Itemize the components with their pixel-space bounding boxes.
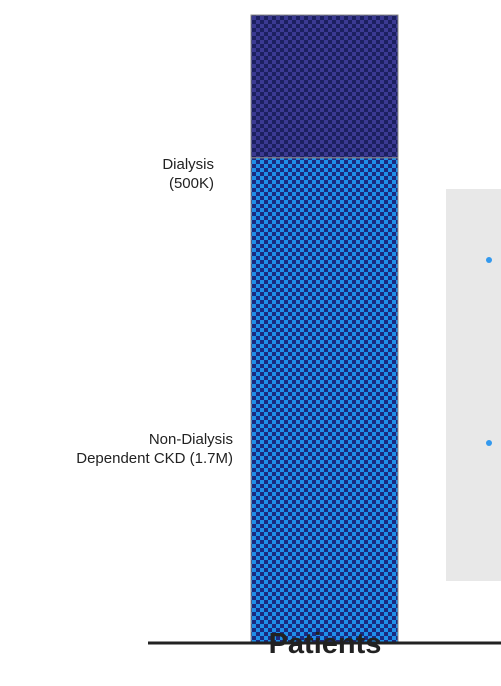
bullet-icon [486, 257, 492, 263]
series-label-dialysis: Dialysis (500K) [162, 155, 214, 193]
bullet-icon [486, 440, 492, 446]
bar-segment-non-dialysis [250, 157, 399, 644]
series-label-line: Non-Dialysis [148, 431, 233, 448]
series-label-line: Dependent CKD (1.7M) [76, 450, 233, 467]
series-label-line: Dialysis [162, 156, 214, 173]
x-tick-label: Patients [268, 628, 382, 660]
series-label-line: (500K) [168, 175, 214, 192]
bar-segment-dialysis [250, 14, 399, 159]
series-label-non-dialysis: Non-Dialysis Dependent CKD (1.7M) [76, 430, 233, 468]
info-panel [446, 189, 501, 581]
